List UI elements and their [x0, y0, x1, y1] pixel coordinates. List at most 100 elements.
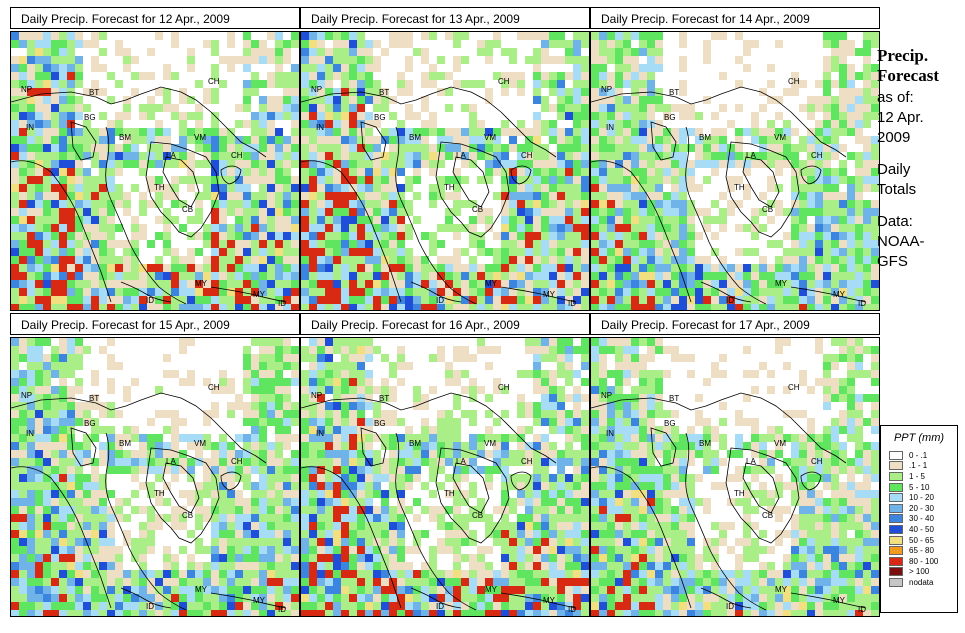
precip-cell: [703, 224, 711, 232]
precip-cell: [83, 184, 91, 192]
precip-cell: [349, 450, 357, 458]
precip-cell: [639, 296, 647, 304]
precip-cell: [267, 538, 275, 546]
precip-cell: [615, 152, 623, 160]
precip-cell: [655, 64, 663, 72]
precip-cell: [243, 458, 251, 466]
precip-cell: [291, 240, 299, 248]
precip-cell: [243, 304, 251, 310]
precip-cell: [283, 610, 291, 616]
precip-cell: [91, 56, 99, 64]
precip-cell: [341, 410, 349, 418]
precip-cell: [533, 362, 541, 370]
precip-cell: [51, 562, 59, 570]
precip-cell: [541, 530, 549, 538]
precip-cell: [405, 104, 413, 112]
precip-cell: [421, 458, 429, 466]
precip-cell: [155, 288, 163, 296]
precip-cell: [469, 458, 477, 466]
precip-cell: [847, 128, 855, 136]
precip-cell: [325, 216, 333, 224]
precip-cell: [43, 594, 51, 602]
precip-cell: [99, 296, 107, 304]
precip-cell: [591, 96, 599, 104]
precip-cell: [219, 232, 227, 240]
precip-cell: [251, 378, 259, 386]
precip-cell: [267, 498, 275, 506]
precip-cell: [365, 232, 373, 240]
precip-cell: [815, 152, 823, 160]
precip-cell: [51, 370, 59, 378]
precip-cell: [509, 586, 517, 594]
precip-cell: [275, 434, 283, 442]
precip-cell: [155, 200, 163, 208]
precip-cell: [365, 272, 373, 280]
precip-cell: [557, 32, 565, 40]
precip-cell: [67, 498, 75, 506]
precip-cell: [413, 272, 421, 280]
country-border: [410, 281, 462, 303]
precip-cell: [43, 32, 51, 40]
precip-cell: [373, 120, 381, 128]
precip-cell: [381, 506, 389, 514]
precip-cell: [19, 208, 27, 216]
precip-cell: [485, 264, 493, 272]
precip-cell: [259, 288, 267, 296]
precip-cell: [509, 602, 517, 610]
precip-cell: [219, 248, 227, 256]
precip-cell: [453, 562, 461, 570]
precip-cell: [525, 184, 533, 192]
precip-cell: [823, 288, 831, 296]
precip-cell: [341, 168, 349, 176]
precip-cell: [123, 458, 131, 466]
precip-cell: [227, 386, 235, 394]
precip-cell: [211, 64, 219, 72]
precip-cell: [67, 112, 75, 120]
precip-cell: [631, 176, 639, 184]
precip-cell: [267, 530, 275, 538]
precip-cell: [301, 586, 309, 594]
precip-cell: [107, 570, 115, 578]
precip-cell: [855, 176, 863, 184]
precip-cell: [389, 112, 397, 120]
precip-cell: [599, 152, 607, 160]
country-label: MY: [195, 585, 208, 594]
precip-cell: [333, 160, 341, 168]
precip-cell: [453, 538, 461, 546]
precip-cell: [333, 362, 341, 370]
precip-cell: [453, 272, 461, 280]
precip-cell: [469, 418, 477, 426]
precip-cell: [871, 72, 879, 80]
precip-cell: [823, 216, 831, 224]
precip-cell: [211, 192, 219, 200]
precip-cell: [259, 442, 267, 450]
country-border: [591, 86, 847, 158]
precip-cell: [381, 498, 389, 506]
precip-cell: [211, 280, 219, 288]
precip-cell: [163, 546, 171, 554]
precip-cell: [533, 538, 541, 546]
precip-cell: [565, 482, 573, 490]
precip-cell: [831, 80, 839, 88]
precip-cell: [75, 474, 83, 482]
precip-cell: [291, 546, 299, 554]
precip-cell: [67, 72, 75, 80]
precip-cell: [365, 168, 373, 176]
precip-cell: [679, 184, 687, 192]
precip-cell: [453, 474, 461, 482]
precip-cell: [91, 602, 99, 610]
precip-cell: [679, 152, 687, 160]
precip-cell: [711, 288, 719, 296]
precip-cell: [647, 304, 655, 310]
precip-cell: [35, 490, 43, 498]
precip-cell: [139, 192, 147, 200]
precip-cell: [11, 434, 19, 442]
precip-cell: [533, 232, 541, 240]
precip-cell: [413, 176, 421, 184]
precip-cell: [19, 104, 27, 112]
precip-cell: [99, 538, 107, 546]
precip-cell: [91, 570, 99, 578]
precip-cell: [573, 200, 581, 208]
precip-cell: [357, 128, 365, 136]
country-border: [725, 141, 800, 238]
